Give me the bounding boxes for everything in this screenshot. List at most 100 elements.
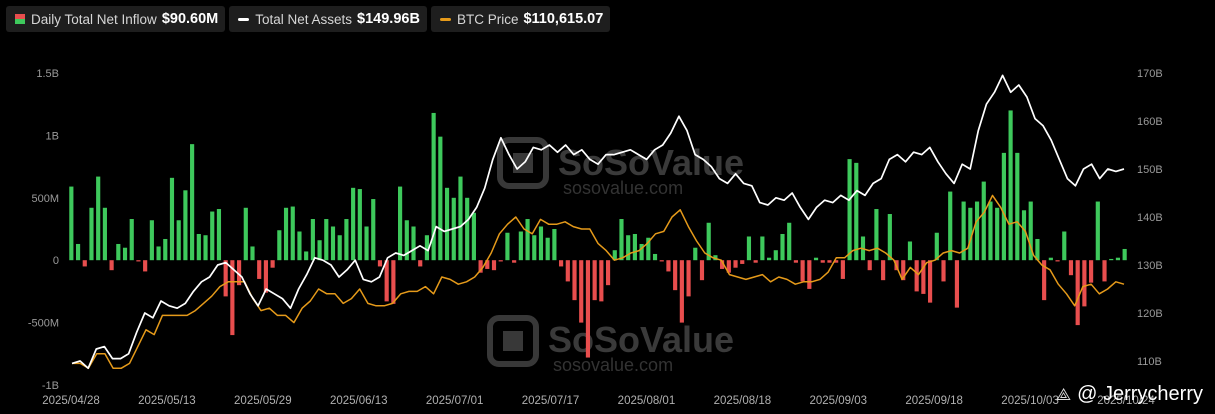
- inflow-bar[interactable]: [552, 229, 557, 261]
- inflow-bar[interactable]: [1001, 152, 1006, 261]
- inflow-bar[interactable]: [901, 260, 906, 281]
- inflow-bar[interactable]: [1095, 201, 1100, 261]
- inflow-bar[interactable]: [746, 236, 752, 261]
- inflow-bar[interactable]: [726, 260, 731, 273]
- inflow-bar[interactable]: [686, 260, 691, 297]
- inflow-bar[interactable]: [418, 260, 423, 267]
- inflow-bar[interactable]: [465, 197, 470, 261]
- inflow-bar[interactable]: [210, 211, 215, 261]
- inflow-bar[interactable]: [1055, 260, 1060, 262]
- inflow-bar[interactable]: [1042, 260, 1047, 301]
- inflow-bar[interactable]: [1015, 152, 1020, 261]
- inflow-bar[interactable]: [673, 260, 678, 291]
- inflow-bar[interactable]: [874, 209, 879, 261]
- inflow-bar[interactable]: [545, 237, 550, 261]
- inflow-bar[interactable]: [89, 207, 94, 261]
- inflow-bar[interactable]: [149, 220, 154, 261]
- inflow-bar[interactable]: [827, 260, 832, 263]
- inflow-bar[interactable]: [512, 260, 517, 263]
- inflow-bar[interactable]: [948, 191, 953, 261]
- inflow-bar[interactable]: [109, 260, 114, 271]
- inflow-bar[interactable]: [485, 260, 490, 269]
- inflow-bar[interactable]: [572, 260, 577, 301]
- inflow-bar[interactable]: [471, 212, 476, 261]
- inflow-bar[interactable]: [203, 235, 208, 261]
- inflow-bar[interactable]: [787, 222, 792, 261]
- inflow-bar[interactable]: [995, 207, 1000, 261]
- inflow-bar[interactable]: [176, 220, 181, 261]
- inflow-bar[interactable]: [169, 177, 175, 261]
- inflow-bar[interactable]: [190, 144, 195, 261]
- inflow-bar[interactable]: [907, 241, 913, 261]
- inflow-bar[interactable]: [666, 260, 671, 272]
- inflow-bar[interactable]: [1048, 257, 1053, 261]
- inflow-bar[interactable]: [840, 260, 845, 279]
- legend-item-assets[interactable]: Total Net Assets $149.96B: [229, 6, 427, 32]
- inflow-bar[interactable]: [559, 260, 564, 267]
- inflow-bar[interactable]: [1008, 110, 1013, 261]
- inflow-bar[interactable]: [223, 260, 228, 297]
- inflow-bar[interactable]: [679, 260, 684, 323]
- inflow-bar[interactable]: [1035, 238, 1040, 261]
- inflow-bar[interactable]: [887, 214, 892, 261]
- inflow-bar[interactable]: [706, 222, 711, 261]
- inflow-bar[interactable]: [981, 181, 986, 261]
- inflow-bar[interactable]: [760, 236, 765, 261]
- inflow-bar[interactable]: [619, 219, 624, 261]
- inflow-bar[interactable]: [82, 260, 87, 267]
- inflow-bar[interactable]: [156, 246, 161, 261]
- inflow-bar[interactable]: [458, 176, 463, 261]
- inflow-bar[interactable]: [579, 260, 584, 323]
- inflow-bar[interactable]: [1075, 260, 1080, 326]
- inflow-bar[interactable]: [136, 260, 141, 262]
- inflow-bar[interactable]: [411, 226, 416, 261]
- inflow-bar[interactable]: [270, 260, 275, 268]
- inflow-bar[interactable]: [75, 243, 81, 261]
- inflow-bar[interactable]: [404, 220, 409, 261]
- inflow-bar[interactable]: [377, 260, 383, 267]
- inflow-bar[interactable]: [364, 226, 369, 261]
- inflow-bar[interactable]: [639, 243, 644, 261]
- inflow-bar[interactable]: [351, 187, 356, 261]
- inflow-bar[interactable]: [659, 260, 664, 262]
- inflow-bar[interactable]: [505, 232, 510, 261]
- inflow-bar[interactable]: [1122, 248, 1127, 261]
- inflow-bar[interactable]: [391, 260, 396, 304]
- inflow-bar[interactable]: [599, 260, 604, 302]
- inflow-bar[interactable]: [518, 231, 523, 261]
- inflow-bar[interactable]: [344, 219, 349, 261]
- inflow-bar[interactable]: [974, 201, 980, 261]
- inflow-bar[interactable]: [538, 226, 544, 261]
- inflow-bar[interactable]: [498, 260, 503, 262]
- inflow-bar[interactable]: [968, 207, 973, 261]
- inflow-bar[interactable]: [297, 231, 302, 261]
- inflow-bar[interactable]: [699, 260, 705, 281]
- inflow-bar[interactable]: [1102, 260, 1107, 282]
- inflow-bar[interactable]: [928, 260, 933, 303]
- inflow-bar[interactable]: [290, 206, 295, 261]
- inflow-bar[interactable]: [961, 201, 966, 261]
- inflow-bar[interactable]: [196, 233, 201, 261]
- inflow-bar[interactable]: [780, 233, 785, 261]
- inflow-bar[interactable]: [592, 260, 597, 301]
- inflow-bar[interactable]: [310, 219, 315, 261]
- inflow-bar[interactable]: [337, 235, 342, 261]
- inflow-bar[interactable]: [478, 260, 483, 273]
- inflow-bar[interactable]: [988, 201, 993, 261]
- inflow-bar[interactable]: [304, 251, 309, 261]
- inflow-bar[interactable]: [1028, 201, 1033, 261]
- inflow-bar[interactable]: [934, 232, 939, 261]
- inflow-bar[interactable]: [767, 257, 772, 261]
- inflow-bar[interactable]: [954, 260, 959, 308]
- inflow-bar[interactable]: [324, 219, 329, 261]
- inflow-bar[interactable]: [122, 247, 128, 261]
- legend-item-btc[interactable]: BTC Price $110,615.07: [430, 6, 611, 32]
- inflow-bar[interactable]: [585, 260, 591, 358]
- inflow-bar[interactable]: [330, 226, 336, 261]
- inflow-bar[interactable]: [163, 238, 168, 261]
- inflow-bar[interactable]: [1068, 260, 1074, 276]
- inflow-bar[interactable]: [237, 260, 242, 286]
- inflow-bar[interactable]: [143, 260, 148, 272]
- inflow-bar[interactable]: [793, 260, 798, 263]
- inflow-bar[interactable]: [250, 246, 255, 261]
